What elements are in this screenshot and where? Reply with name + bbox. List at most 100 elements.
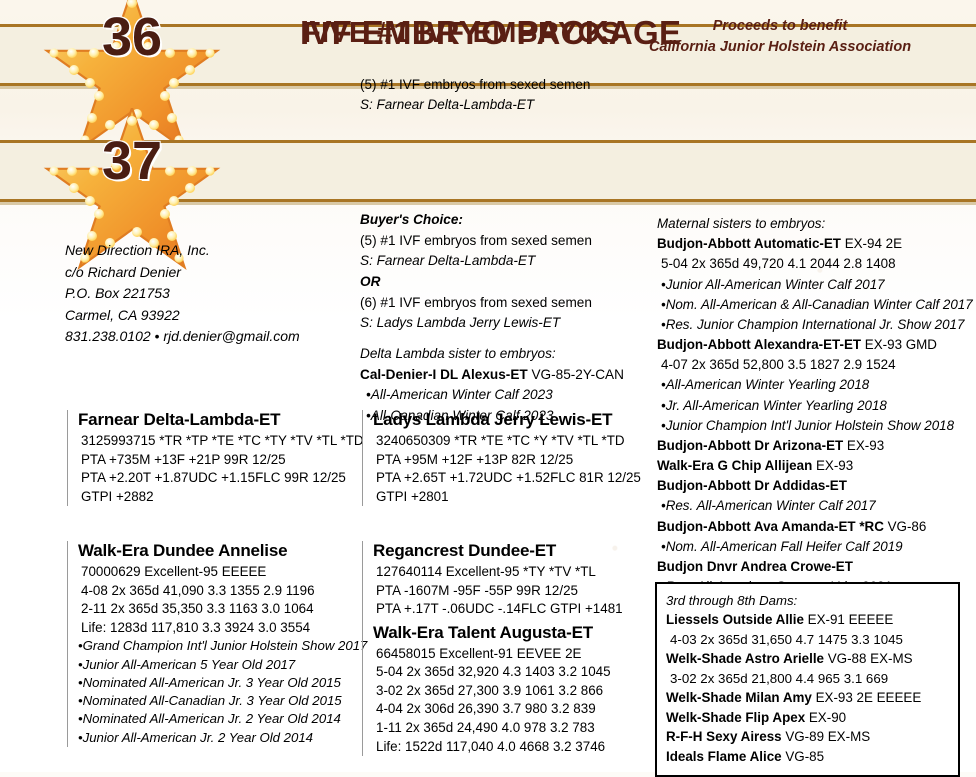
maternal-sister-award: •Junior All-American Winter Calf 2017 bbox=[661, 276, 885, 292]
pedigree-award-item: •Junior All-American 5 Year Old 2017 bbox=[78, 656, 296, 672]
pedigree-rows: 70000629 Excellent-95 EEEEE 4-08 2x 365d … bbox=[78, 563, 368, 637]
dam-classification: EX-93 2E EEEEE bbox=[811, 690, 922, 706]
pedigree-rows: 127640114 Excellent-95 *TY *TV *TL PTA -1… bbox=[373, 563, 663, 619]
maternal-sister-name-row: Budjon-Abbott Dr Addidas-ET bbox=[657, 476, 973, 496]
pedigree-name: Walk-Era Dundee Annelise bbox=[78, 541, 288, 560]
buyers-choice-option-1-qty: (5) #1 IVF embryos from sexed semen bbox=[360, 232, 592, 248]
maternal-sister-award: •Jr. All-American Winter Yearling 2018 bbox=[661, 397, 887, 413]
maternal-sister-name-row: Budjon-Abbott Dr Arizona-ET EX-93 bbox=[657, 436, 973, 456]
pedigree-record-row: Life: 1522d 117,040 4.0 4668 3.2 3746 bbox=[376, 738, 606, 754]
dams-list: Liessels Outside Allie EX-91 EEEEE 4-03 … bbox=[666, 610, 949, 766]
dam-name: Liessels Outside Allie bbox=[666, 612, 804, 628]
pedigree-record-row: PTA -1607M -95F -55P 99R 12/25 bbox=[376, 582, 578, 598]
pedigree-record-row: 1-11 2x 365d 24,490 4.0 978 3.2 783 bbox=[376, 719, 595, 735]
pedigree-name: Regancrest Dundee-ET bbox=[373, 541, 557, 560]
dam-name-row: Welk-Shade Astro Arielle VG-88 EX-MS bbox=[666, 649, 949, 669]
pedigree-record-row: 4-08 2x 365d 41,090 3.3 1355 2.9 1196 bbox=[81, 582, 315, 598]
dam-name-row: Welk-Shade Milan Amy EX-93 2E EEEEE bbox=[666, 688, 949, 708]
maternal-sister-name: Walk-Era G Chip Allijean bbox=[657, 458, 813, 474]
seller-consignor-info: New Direction IRA, Inc. c/o Richard Deni… bbox=[65, 240, 300, 348]
seller-phone-email: 831.238.0102 • rjd.denier@gmail.com bbox=[65, 328, 300, 345]
pedigree-rows: 3125993715 *TR *TP *TE *TC *TY *TV *TL *… bbox=[78, 432, 364, 506]
maternal-sisters-block: Maternal sisters to embryos: Budjon-Abbo… bbox=[657, 214, 973, 597]
pedigree-record-row: 3-02 2x 365d 27,300 3.9 1061 3.2 866 bbox=[376, 682, 604, 698]
pedigree-record-row: 66458015 Excellent-91 EEVEE 2E bbox=[376, 645, 582, 661]
buyers-choice-option-1-sire: S: Farnear Delta-Lambda-ET bbox=[360, 253, 536, 269]
maternal-sister-name-row: Budjon-Abbott Automatic-ET EX-94 2E bbox=[657, 234, 973, 254]
sister-name-row: Cal-Denier-I DL Alexus-ET VG-85-2Y-CAN bbox=[360, 365, 624, 386]
dam-name: Welk-Shade Milan Amy bbox=[666, 690, 812, 706]
lot-37-number: 37 bbox=[101, 131, 163, 191]
lot-36-description: (5) #1 IVF embryos from sexed semen S: F… bbox=[360, 75, 590, 116]
maternal-sister-name: Budjon-Abbott Ava Amanda-ET *RC bbox=[657, 518, 884, 534]
pedigree-record-row: PTA +.17T -.06UDC -.14FLC GTPI +1481 bbox=[376, 601, 623, 617]
pedigree-record-row: PTA +2.20T +1.87UDC +1.15FLC 99R 12/25 bbox=[81, 470, 346, 486]
dam-name-row: R-F-H Sexy Airess VG-89 EX-MS bbox=[666, 727, 949, 747]
lot-36-desc-line-1: (5) #1 IVF embryos from sexed semen bbox=[360, 77, 591, 92]
dam-name: R-F-H Sexy Airess bbox=[666, 729, 782, 745]
pedigree-name: Ladys Lambda Jerry Lewis-ET bbox=[373, 410, 613, 429]
pedigree-record-row: PTA +735M +13F +21P 99R 12/25 bbox=[81, 451, 286, 467]
dam-name: Ideals Flame Alice bbox=[666, 748, 782, 764]
benefit-line-2: California Junior Holstein Association bbox=[648, 38, 912, 55]
dams-box-heading: 3rd through 8th Dams: bbox=[666, 593, 798, 608]
pedigree-record-row: 3125993715 *TR *TP *TE *TC *TY *TV *TL *… bbox=[81, 433, 364, 448]
maternal-sister-award: •Res. Junior Champion International Jr. … bbox=[661, 316, 965, 332]
maternal-sister-name: Budjon-Abbott Dr Arizona-ET bbox=[657, 437, 844, 453]
lot-36-desc-line-2: S: Farnear Delta-Lambda-ET bbox=[360, 97, 535, 113]
buyers-choice-heading: Buyer's Choice: bbox=[360, 212, 463, 227]
pedigree-record-row: 70000629 Excellent-95 EEEEE bbox=[81, 564, 267, 579]
pedigree-award-item: •Nominated All-Canadian Jr. 3 Year Old 2… bbox=[78, 693, 342, 709]
pedigree-block-regancrest-dundee: Regancrest Dundee-ET 127640114 Excellent… bbox=[362, 541, 663, 757]
dam-classification: EX-91 EEEEE bbox=[803, 612, 894, 628]
maternal-sister-name-row: Budjon-Abbott Alexandra-ET-ET EX-93 GMD bbox=[657, 335, 973, 355]
proceeds-to-benefit-note: Proceeds to benefit California Junior Ho… bbox=[600, 16, 960, 57]
sister-awards-list: •All-American Winter Calf 2023 •All-Canad… bbox=[360, 385, 624, 426]
dam-name-row: Ideals Flame Alice VG-85 bbox=[666, 747, 949, 767]
dam-classification: EX-90 bbox=[805, 709, 847, 725]
dam-classification: VG-85 bbox=[781, 748, 825, 764]
pedigree-record-row: GTPI +2882 bbox=[81, 488, 154, 504]
pedigree-record-row: 5-04 2x 365d 32,920 4.3 1403 3.2 1045 bbox=[376, 664, 611, 680]
buyers-choice-option-2-sire: S: Ladys Lambda Jerry Lewis-ET bbox=[360, 315, 561, 331]
pedigree-rows: 3240650309 *TR *TE *TC *Y *TV *TL *TD PTA… bbox=[373, 432, 663, 506]
pedigree-block-ladys-lambda-jerry-lewis: Ladys Lambda Jerry Lewis-ET 3240650309 *… bbox=[362, 410, 663, 507]
seller-address: P.O. Box 221753 bbox=[65, 285, 170, 302]
dam-name: Welk-Shade Astro Arielle bbox=[666, 651, 825, 667]
maternal-sister-classification: EX-93 bbox=[812, 458, 854, 474]
maternal-sister-name-row: Budjon Dnvr Andrea Crowe-ET bbox=[657, 557, 973, 577]
pedigree-record-row: 2-11 2x 365d 35,350 3.3 1163 3.0 1064 bbox=[81, 601, 314, 617]
pedigree-record-row: Life: 1283d 117,810 3.3 3924 3.0 3554 bbox=[81, 619, 311, 635]
maternal-sister-record: 5-04 2x 365d 49,720 4.1 2044 2.8 1408 bbox=[661, 256, 896, 272]
pedigree-block-walk-era-dundee-annelise: Walk-Era Dundee Annelise 70000629 Excell… bbox=[67, 541, 368, 747]
maternal-sister-name-row: Walk-Era G Chip Allijean EX-93 bbox=[657, 456, 973, 476]
pedigree-record-row: 4-04 2x 306d 26,390 3.7 980 3.2 839 bbox=[376, 701, 596, 717]
pedigree-record-row: GTPI +2801 bbox=[376, 488, 449, 504]
pedigree-record-row: 3240650309 *TR *TE *TC *Y *TV *TL *TD bbox=[376, 433, 625, 448]
maternal-sister-award: •Nom. All-American & All-Canadian Winter… bbox=[661, 296, 973, 312]
sister-name: Cal-Denier-I DL Alexus-ET bbox=[360, 366, 528, 382]
maternal-sister-name: Budjon-Abbott Dr Addidas-ET bbox=[657, 478, 847, 494]
maternal-sister-name-row: Budjon-Abbott Ava Amanda-ET *RC VG-86 bbox=[657, 517, 973, 537]
maternal-sister-name: Budjon-Abbott Automatic-ET bbox=[657, 236, 841, 252]
dam-name-row: Liessels Outside Allie EX-91 EEEEE bbox=[666, 610, 949, 630]
dam-classification: VG-89 EX-MS bbox=[781, 729, 871, 745]
maternal-sisters-heading: Maternal sisters to embryos: bbox=[657, 216, 826, 231]
sister-classification: VG-85-2Y-CAN bbox=[527, 366, 624, 382]
seller-city-state-zip: Carmel, CA 93922 bbox=[65, 306, 180, 323]
maternal-sister-classification: VG-86 bbox=[883, 518, 927, 534]
dam-name-row: Welk-Shade Flip Apex EX-90 bbox=[666, 708, 949, 728]
sister-award-item: •All-American Winter Calf 2023 bbox=[366, 387, 553, 403]
maternal-sister-record: 4-07 2x 365d 52,800 3.5 1827 2.9 1524 bbox=[661, 357, 896, 373]
maternal-sister-classification: EX-94 2E bbox=[840, 236, 903, 252]
maternal-sisters-list: Budjon-Abbott Automatic-ET EX-94 2E 5-04 … bbox=[657, 234, 973, 597]
dam-name: Welk-Shade Flip Apex bbox=[666, 709, 806, 725]
pedigree-name: Farnear Delta-Lambda-ET bbox=[78, 410, 281, 429]
lot-36-number: 36 bbox=[101, 7, 163, 67]
sister-award-item: •All-Canadian Winter Calf 2023 bbox=[366, 407, 554, 423]
buyers-choice-block: Buyer's Choice: (5) #1 IVF embryos from … bbox=[360, 210, 624, 427]
maternal-sister-award: •Junior Champion Int'l Junior Holstein S… bbox=[661, 417, 955, 433]
benefit-line-1: Proceeds to benefit bbox=[712, 18, 848, 34]
pedigree-award-item: •Nominated All-American Jr. 3 Year Old 2… bbox=[78, 674, 341, 690]
